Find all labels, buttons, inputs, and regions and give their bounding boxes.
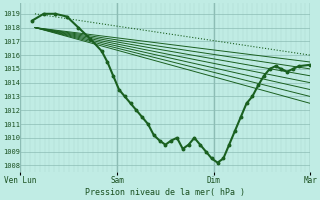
X-axis label: Pression niveau de la mer( hPa ): Pression niveau de la mer( hPa )	[85, 188, 245, 197]
